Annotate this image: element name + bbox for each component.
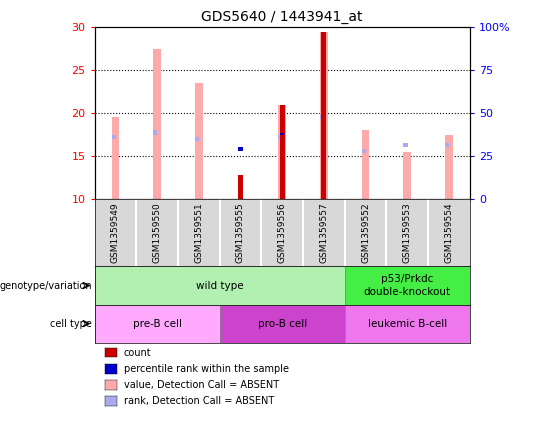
Text: GSM1359556: GSM1359556 bbox=[278, 202, 287, 263]
Text: GSM1359550: GSM1359550 bbox=[153, 202, 161, 263]
Bar bbox=[112, 135, 116, 139]
Text: pre-B cell: pre-B cell bbox=[132, 319, 181, 329]
Title: GDS5640 / 1443941_at: GDS5640 / 1443941_at bbox=[201, 10, 363, 24]
Bar bbox=[153, 130, 158, 135]
Bar bbox=[94, 305, 220, 343]
Bar bbox=[280, 104, 285, 199]
Bar bbox=[94, 266, 345, 305]
Bar bbox=[279, 135, 282, 139]
Bar bbox=[112, 118, 119, 199]
Bar bbox=[238, 147, 242, 151]
Bar bbox=[279, 104, 286, 199]
Text: value, Detection Call = ABSENT: value, Detection Call = ABSENT bbox=[124, 380, 279, 390]
Bar bbox=[320, 32, 328, 199]
Bar bbox=[238, 175, 243, 199]
Text: rank, Detection Call = ABSENT: rank, Detection Call = ABSENT bbox=[124, 396, 274, 406]
Text: wild type: wild type bbox=[196, 280, 244, 291]
Text: p53/Prkdc
double-knockout: p53/Prkdc double-knockout bbox=[363, 275, 451, 297]
Bar bbox=[220, 305, 345, 343]
Text: GSM1359555: GSM1359555 bbox=[236, 202, 245, 263]
Bar bbox=[320, 115, 324, 119]
Text: GSM1359554: GSM1359554 bbox=[444, 202, 454, 263]
Bar bbox=[403, 152, 411, 199]
Bar bbox=[403, 143, 408, 146]
Text: count: count bbox=[124, 348, 151, 358]
Text: GSM1359551: GSM1359551 bbox=[194, 202, 203, 263]
Bar bbox=[195, 83, 202, 199]
Bar bbox=[345, 305, 470, 343]
Bar bbox=[362, 130, 369, 199]
Text: GSM1359552: GSM1359552 bbox=[361, 202, 370, 263]
Bar bbox=[345, 266, 470, 305]
Bar bbox=[321, 32, 326, 199]
Text: cell type: cell type bbox=[50, 319, 92, 329]
Bar bbox=[362, 149, 366, 153]
Text: pro-B cell: pro-B cell bbox=[258, 319, 307, 329]
Text: percentile rank within the sample: percentile rank within the sample bbox=[124, 364, 289, 374]
Bar bbox=[445, 143, 449, 146]
Bar bbox=[153, 49, 161, 199]
Text: leukemic B-cell: leukemic B-cell bbox=[368, 319, 447, 329]
Bar bbox=[445, 135, 453, 199]
Text: GSM1359549: GSM1359549 bbox=[111, 202, 120, 263]
Text: genotype/variation: genotype/variation bbox=[0, 280, 92, 291]
Bar bbox=[195, 137, 199, 140]
Text: GSM1359553: GSM1359553 bbox=[403, 202, 412, 263]
Text: GSM1359557: GSM1359557 bbox=[319, 202, 328, 263]
Bar bbox=[280, 133, 284, 135]
